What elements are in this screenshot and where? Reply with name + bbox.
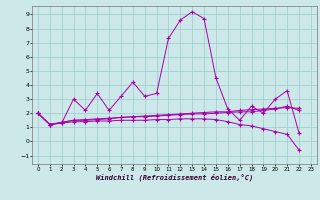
X-axis label: Windchill (Refroidissement éolien,°C): Windchill (Refroidissement éolien,°C) xyxy=(96,173,253,181)
